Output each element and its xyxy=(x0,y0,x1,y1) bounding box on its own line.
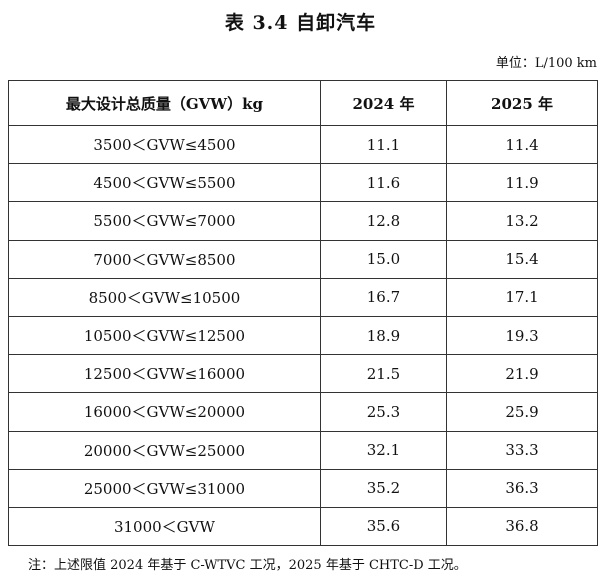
table-cell: 12.8 xyxy=(319,201,448,241)
unit: 单位：L/100 km xyxy=(495,56,597,71)
table-cell: 36.3 xyxy=(446,468,598,508)
column-header: 2025 年 xyxy=(446,80,598,126)
table-row: 31000＜GVW 35.6 36.8 xyxy=(8,506,598,547)
table-cell: 8500＜GVW≤10500 xyxy=(8,277,321,317)
table-cell: 10500＜GVW≤12500 xyxy=(8,315,321,356)
table-cell: 18.9 xyxy=(319,315,448,356)
table-cell: 25.9 xyxy=(446,392,598,432)
table-cell: 35.2 xyxy=(319,468,448,508)
table-cell: 11.6 xyxy=(319,163,448,203)
table-cell: 13.2 xyxy=(446,201,598,241)
table-cell: 36.8 xyxy=(446,506,598,547)
table-cell: 12500＜GVW≤16000 xyxy=(8,354,321,394)
column-header: 最大设计总质量（GVW）kg xyxy=(8,80,321,126)
table-row: 7000＜GVW≤8500 15.0 15.4 xyxy=(8,239,598,279)
table-cell: 20000＜GVW≤25000 xyxy=(8,430,321,470)
table-row: 10500＜GVW≤12500 18.9 19.3 xyxy=(8,315,598,356)
title: 表 3.4 自卸汽车 xyxy=(224,12,377,34)
table-cell: 5500＜GVW≤7000 xyxy=(8,201,321,241)
table: 最大设计总质量（GVW）kg 2024 年 2025 年 3500＜GVW≤4500… xyxy=(8,80,598,547)
table-cell: 15.4 xyxy=(446,239,598,279)
table-cell: 25000＜GVW≤31000 xyxy=(8,468,321,508)
table-cell: 25.3 xyxy=(319,392,448,432)
table-cell: 21.5 xyxy=(319,354,448,394)
table-row: 3500＜GVW≤4500 11.1 11.4 xyxy=(8,124,598,165)
table-body: 3500＜GVW≤4500 11.1 11.4 4500＜GVW≤5500 11.6 11… xyxy=(8,124,598,547)
table-cell: 11.9 xyxy=(446,163,598,203)
table-cell: 16000＜GVW≤20000 xyxy=(8,392,321,432)
table-cell: 31000＜GVW xyxy=(8,506,321,547)
column-header: 2024 年 xyxy=(319,80,448,126)
table-row: 8500＜GVW≤10500 16.7 17.1 xyxy=(8,277,598,317)
table-row: 4500＜GVW≤5500 11.6 11.9 xyxy=(8,163,598,203)
table-cell: 11.1 xyxy=(319,124,448,165)
table-cell: 4500＜GVW≤5500 xyxy=(8,163,321,203)
table-cell: 7000＜GVW≤8500 xyxy=(8,239,321,279)
table-row: 16000＜GVW≤20000 25.3 25.9 xyxy=(8,392,598,432)
table-row: 12500＜GVW≤16000 21.5 21.9 xyxy=(8,354,598,394)
table-cell: 11.4 xyxy=(446,124,598,165)
table-cell: 35.6 xyxy=(319,506,448,547)
table-row: 5500＜GVW≤7000 12.8 13.2 xyxy=(8,201,598,241)
table-cell: 33.3 xyxy=(446,430,598,470)
table-cell: 15.0 xyxy=(319,239,448,279)
table-cell: 21.9 xyxy=(446,354,598,394)
table-cell: 32.1 xyxy=(319,430,448,470)
table-cell: 16.7 xyxy=(319,277,448,317)
table-cell: 3500＜GVW≤4500 xyxy=(8,124,321,165)
table-cell: 17.1 xyxy=(446,277,598,317)
table-head: 最大设计总质量（GVW）kg 2024 年 2025 年 xyxy=(8,80,598,126)
footnote: 注：上述限值 2024 年基于 C-WTVC 工况，2025 年基于 CHTC-… xyxy=(28,558,467,573)
header-row: 最大设计总质量（GVW）kg 2024 年 2025 年 xyxy=(8,80,598,126)
table-row: 20000＜GVW≤25000 32.1 33.3 xyxy=(8,430,598,470)
table-cell: 19.3 xyxy=(446,315,598,356)
table-row: 25000＜GVW≤31000 35.2 36.3 xyxy=(8,468,598,508)
